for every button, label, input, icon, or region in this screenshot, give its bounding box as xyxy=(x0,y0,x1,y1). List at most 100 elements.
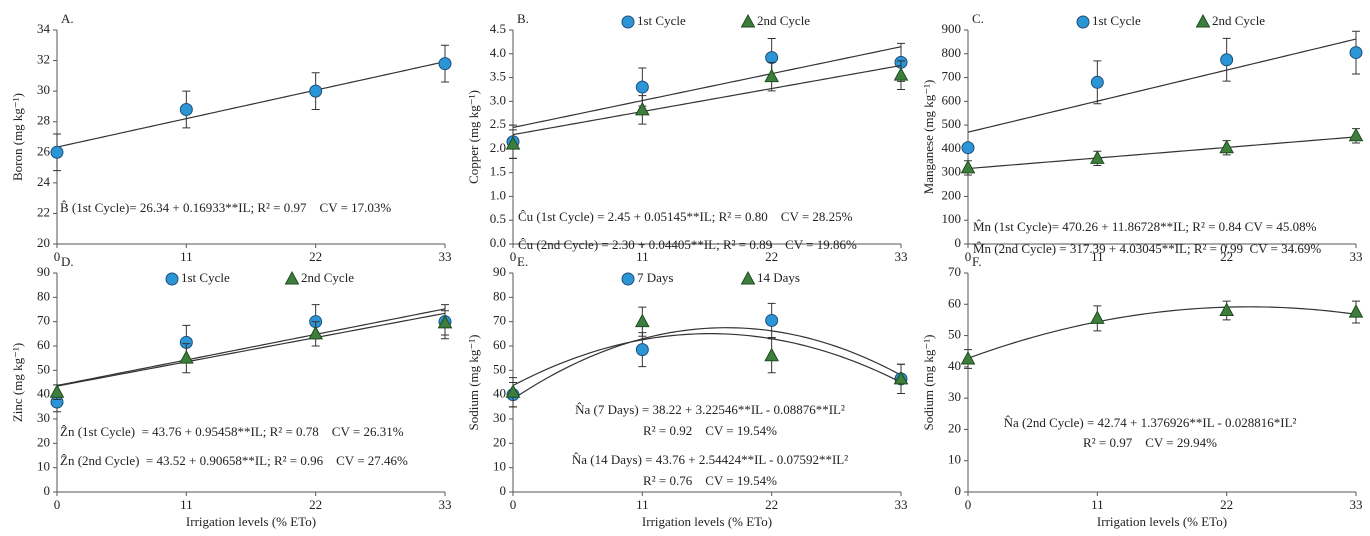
legend-marker xyxy=(621,15,635,29)
equation: R² = 0.97 CV = 29.94% xyxy=(1083,435,1217,450)
data-point xyxy=(309,84,323,98)
y-tick-label: 50 xyxy=(493,361,506,376)
y-tick-label: 100 xyxy=(942,211,962,226)
y-tick-label: 20 xyxy=(37,434,50,449)
legend-marker xyxy=(284,270,300,285)
y-tick-label: 80 xyxy=(493,288,506,303)
data-point xyxy=(1089,150,1105,164)
legend-label: 1st Cycle xyxy=(637,13,686,28)
data-point xyxy=(764,68,780,83)
y-tick-label: 500 xyxy=(942,116,962,131)
y-tick-label: 400 xyxy=(942,140,962,155)
x-tick-label: 33 xyxy=(895,497,908,512)
y-tick-label: 80 xyxy=(37,288,50,303)
data-point xyxy=(178,350,194,364)
data-point xyxy=(960,159,976,174)
data-point xyxy=(960,350,976,365)
legend-marker xyxy=(1076,15,1090,29)
y-tick-label: 90 xyxy=(493,264,506,279)
y-tick-label: 10 xyxy=(948,452,961,467)
data-point xyxy=(437,314,453,329)
equation: R² = 0.92 CV = 19.54% xyxy=(643,423,777,438)
x-tick-label: 0 xyxy=(965,497,972,512)
y-tick-label: 40 xyxy=(948,358,961,373)
y-tick-label: 30 xyxy=(37,82,50,97)
panel-label: B. xyxy=(517,11,529,26)
data-point xyxy=(635,80,649,94)
x-tick-label: 33 xyxy=(895,249,908,264)
legend-label: 2nd Cycle xyxy=(301,270,354,285)
legend-label: 14 Days xyxy=(757,270,800,285)
y-tick-label: 4.0 xyxy=(490,45,506,60)
data-point xyxy=(505,136,521,150)
x-tick-label: 0 xyxy=(510,497,517,512)
x-tick-label: 22 xyxy=(1220,497,1233,512)
data-point xyxy=(634,101,650,116)
y-axis-label: Copper (mg kg⁻¹) xyxy=(466,90,481,184)
y-tick-label: 200 xyxy=(942,187,962,202)
data-point xyxy=(765,313,779,327)
y-tick-label: 70 xyxy=(493,313,506,328)
data-point xyxy=(1348,304,1364,318)
fit-line xyxy=(967,38,1357,133)
x-tick-label: 22 xyxy=(1220,249,1233,264)
equation: N̂a (2nd Cycle) = 42.74 + 1.376926**IL -… xyxy=(1004,415,1297,430)
y-tick-label: 10 xyxy=(493,459,506,474)
data-point xyxy=(1219,139,1235,154)
x-tick-label: 11 xyxy=(636,249,649,264)
x-tick-label: 11 xyxy=(1091,497,1104,512)
data-point xyxy=(1220,53,1234,67)
x-tick-label: 11 xyxy=(636,497,649,512)
fit-line xyxy=(967,306,1357,359)
equation: Ĉu (1st Cycle) = 2.45 + 0.05145**IL; R²… xyxy=(518,209,853,224)
legend-label: 2nd Cycle xyxy=(757,13,810,28)
fit-line xyxy=(512,333,902,387)
equation: N̂a (14 Days) = 43.76 + 2.54424**IL - 0.… xyxy=(572,452,848,467)
fit-line xyxy=(967,136,1357,170)
data-point xyxy=(438,57,452,71)
y-tick-label: 28 xyxy=(37,113,50,128)
x-tick-label: 22 xyxy=(765,497,778,512)
equation: Ĉu (2nd Cycle) = 2.30 + 0.04405**IL; R²… xyxy=(518,237,857,252)
equation: R² = 0.76 CV = 19.54% xyxy=(643,473,777,488)
x-tick-label: 22 xyxy=(309,249,322,264)
data-point xyxy=(179,102,193,116)
y-tick-label: 90 xyxy=(37,264,50,279)
x-axis-label: Irrigation levels (% ETo) xyxy=(1097,514,1227,529)
data-point xyxy=(505,384,521,398)
x-tick-label: 11 xyxy=(1091,249,1104,264)
fit-line xyxy=(512,327,902,400)
data-point xyxy=(1089,310,1105,324)
fit-line xyxy=(56,308,446,387)
y-tick-label: 50 xyxy=(37,361,50,376)
y-tick-label: 50 xyxy=(948,327,961,342)
equation: N̂a (7 Days) = 38.22 + 3.22546**IL - 0.0… xyxy=(575,402,845,417)
panel-label: A. xyxy=(61,11,74,26)
y-tick-label: 20 xyxy=(493,434,506,449)
y-tick-label: 70 xyxy=(37,313,50,328)
data-point xyxy=(1090,75,1104,89)
x-tick-label: 33 xyxy=(439,497,452,512)
panel-label: E. xyxy=(517,254,528,269)
legend-marker xyxy=(165,272,179,286)
y-tick-label: 2.5 xyxy=(490,116,506,131)
y-tick-label: 3.5 xyxy=(490,69,506,84)
y-tick-label: 30 xyxy=(37,410,50,425)
y-tick-label: 0 xyxy=(955,483,962,498)
y-tick-label: 3.0 xyxy=(490,92,506,107)
data-point xyxy=(634,313,650,328)
x-tick-label: 11 xyxy=(180,497,193,512)
y-tick-label: 24 xyxy=(37,174,51,189)
legend-marker xyxy=(740,270,756,285)
y-tick-label: 0 xyxy=(955,235,962,250)
x-tick-label: 22 xyxy=(765,249,778,264)
legend-label: 2nd Cycle xyxy=(1212,13,1265,28)
x-tick-label: 11 xyxy=(180,249,193,264)
data-point xyxy=(1219,302,1235,317)
legend-marker xyxy=(740,13,756,28)
equation: M̂n (1st Cycle)= 470.26 + 11.86728**IL; … xyxy=(973,219,1317,234)
data-point xyxy=(961,141,975,155)
y-axis-label: Zinc (mg kg⁻¹) xyxy=(10,343,25,422)
y-tick-label: 900 xyxy=(942,21,962,36)
